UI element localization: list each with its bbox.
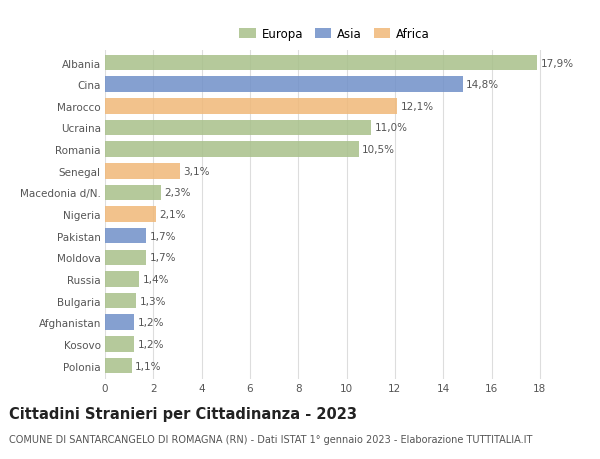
Text: 1,3%: 1,3% — [140, 296, 167, 306]
Bar — [105, 77, 463, 93]
Bar — [105, 99, 397, 114]
Text: 10,5%: 10,5% — [362, 145, 395, 155]
Bar — [105, 336, 134, 352]
Bar — [105, 120, 371, 136]
Legend: Europa, Asia, Africa: Europa, Asia, Africa — [235, 23, 434, 46]
Text: 1,4%: 1,4% — [142, 274, 169, 284]
Bar — [105, 250, 146, 266]
Bar — [105, 185, 161, 201]
Bar — [105, 315, 134, 330]
Bar — [105, 56, 538, 71]
Bar — [105, 358, 131, 374]
Text: 1,2%: 1,2% — [137, 339, 164, 349]
Text: 14,8%: 14,8% — [466, 80, 499, 90]
Bar — [105, 207, 156, 222]
Text: 2,3%: 2,3% — [164, 188, 191, 198]
Bar — [105, 163, 180, 179]
Text: 3,1%: 3,1% — [184, 167, 210, 176]
Bar — [105, 229, 146, 244]
Text: 1,7%: 1,7% — [149, 231, 176, 241]
Text: 12,1%: 12,1% — [401, 101, 434, 112]
Text: Cittadini Stranieri per Cittadinanza - 2023: Cittadini Stranieri per Cittadinanza - 2… — [9, 406, 357, 421]
Bar — [105, 293, 136, 309]
Text: 2,1%: 2,1% — [160, 210, 186, 219]
Text: 11,0%: 11,0% — [374, 123, 407, 133]
Text: 1,2%: 1,2% — [137, 318, 164, 328]
Bar — [105, 272, 139, 287]
Text: COMUNE DI SANTARCANGELO DI ROMAGNA (RN) - Dati ISTAT 1° gennaio 2023 - Elaborazi: COMUNE DI SANTARCANGELO DI ROMAGNA (RN) … — [9, 434, 532, 444]
Text: 1,7%: 1,7% — [149, 253, 176, 263]
Bar — [105, 142, 359, 157]
Text: 17,9%: 17,9% — [541, 58, 574, 68]
Text: 1,1%: 1,1% — [135, 361, 161, 371]
